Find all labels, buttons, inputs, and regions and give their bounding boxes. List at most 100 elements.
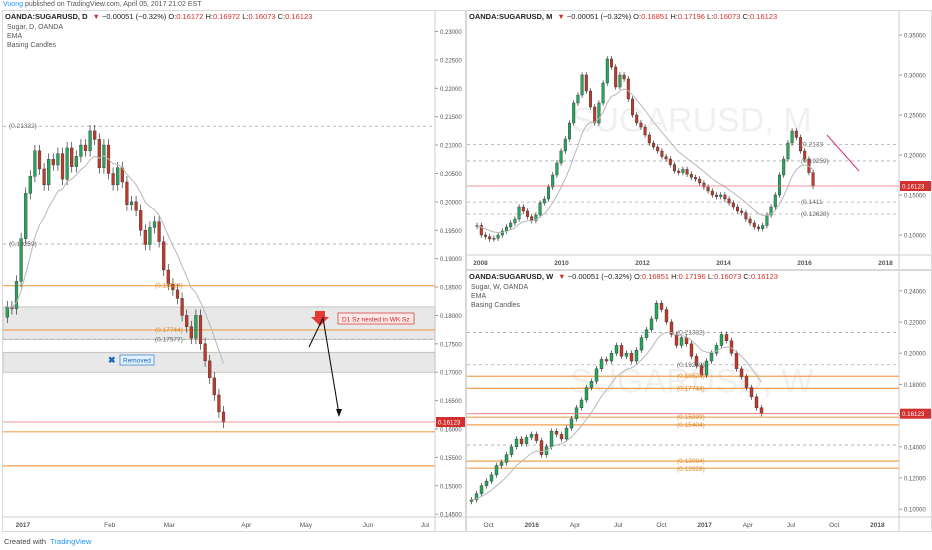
daily-chart-svg[interactable]: 0.23000 0.22500 0.22000 0.21500 0.21000 0.205…	[3, 11, 465, 531]
author-link[interactable]: Vuong	[3, 1, 23, 8]
level-label: (0.2133	[801, 141, 823, 148]
last-price-label: 0.16123	[438, 420, 461, 427]
candle	[530, 216, 534, 221]
candle	[754, 396, 759, 408]
candle	[559, 434, 564, 440]
candle	[554, 430, 559, 435]
candle	[208, 360, 212, 379]
candle	[736, 206, 740, 212]
candle	[125, 181, 129, 205]
candle	[198, 315, 203, 345]
monthly-chart-svg[interactable]: SUGARUSD, M 0.35000 0.30000 0.25000 0.20000 0…	[467, 11, 931, 269]
x-tick-label: 2017	[16, 522, 31, 529]
y-tick-label: 0.22000	[440, 87, 462, 93]
weekly-chart-panel[interactable]: SUGARUSD, W 0.24000 0.22000 0.20000 0.18000 0…	[466, 270, 932, 532]
y-tick-label: 0.25000	[904, 114, 926, 120]
candle	[166, 269, 170, 285]
tradingview-logo[interactable]: TradingView	[50, 537, 92, 546]
candle	[221, 411, 226, 423]
level-label: (0.1411	[801, 199, 823, 206]
x-tick-label: Oct	[829, 522, 839, 529]
x-tick-label: 2016	[525, 522, 540, 529]
candle	[709, 352, 714, 362]
candle	[203, 343, 207, 362]
daily-chart-panel[interactable]: 0.23000 0.22500 0.22000 0.21500 0.21000 0.205…	[2, 10, 466, 532]
y-tick-label: 0.30000	[904, 74, 926, 80]
candle	[710, 190, 714, 196]
candle	[513, 218, 517, 224]
candle	[500, 230, 504, 236]
candle	[171, 283, 175, 291]
candle	[88, 130, 92, 151]
candle	[194, 315, 198, 339]
candle	[672, 164, 676, 172]
daily-symbol-title: OANDA:SUGARUSD, D ▼ −0.00051 (−0.32%) O:0…	[5, 12, 313, 21]
x-tick-label: 2012	[635, 260, 650, 267]
candle	[175, 289, 180, 299]
candle	[484, 480, 489, 486]
candle	[504, 454, 509, 463]
candle	[143, 230, 147, 245]
x-tick-label: Jul	[421, 522, 430, 529]
candle	[529, 434, 534, 438]
candle	[719, 334, 724, 346]
x-tick-label: 2008	[473, 260, 488, 267]
note-text: D1 Sz nested in WK Sz	[342, 317, 410, 324]
candle	[120, 167, 124, 183]
candle	[714, 194, 718, 197]
candle	[521, 206, 525, 212]
candle	[734, 352, 739, 369]
weekly-chart-svg[interactable]: SUGARUSD, W 0.24000 0.22000 0.20000 0.18000 0…	[467, 271, 931, 531]
candle	[496, 234, 500, 239]
candle	[679, 337, 684, 346]
candle	[5, 306, 9, 318]
candle	[649, 318, 654, 331]
projection-path	[308, 316, 340, 415]
footer: Created with TradingView	[4, 537, 92, 546]
level-label: (0.13084)	[677, 458, 705, 465]
monthly-symbol-title: OANDA:SUGARUSD, M ▼ −0.00051 (−0.32%) O:0…	[469, 12, 778, 21]
candle	[699, 365, 704, 376]
last-price-badge	[436, 417, 465, 428]
candle	[19, 238, 23, 282]
candle	[189, 326, 193, 339]
candle	[677, 170, 681, 173]
candle	[749, 387, 754, 398]
candle	[622, 74, 626, 80]
candle	[157, 221, 161, 242]
candle	[569, 418, 574, 429]
candle	[538, 202, 542, 216]
candle	[654, 303, 659, 320]
candle	[494, 465, 499, 476]
candle	[579, 399, 584, 409]
candle	[584, 387, 589, 401]
y-tick-label: 0.15500	[440, 456, 462, 462]
candle	[14, 281, 19, 309]
y-tick-label: 0.17500	[440, 342, 462, 348]
y-tick-label: 0.16000	[440, 427, 462, 433]
candle	[782, 158, 786, 176]
candle	[634, 349, 639, 362]
y-tick-label: 0.15000	[904, 194, 926, 200]
x-tick-label: Mar	[164, 522, 176, 529]
last-price-label: 0.16123	[902, 184, 925, 191]
candle	[752, 222, 756, 228]
candle	[185, 315, 189, 327]
candle	[492, 237, 496, 240]
candle	[685, 169, 689, 175]
candle	[51, 159, 55, 166]
candle	[601, 82, 605, 104]
candle	[479, 485, 484, 494]
x-tick-label: Apr	[241, 522, 252, 529]
candle	[681, 169, 685, 173]
candle	[584, 74, 588, 92]
candle	[811, 172, 815, 187]
monthly-chart-panel[interactable]: SUGARUSD, M 0.35000 0.30000 0.25000 0.20000 0…	[466, 10, 932, 270]
candle	[93, 130, 97, 140]
candle	[212, 377, 216, 396]
y-tick-label: 0.14000	[904, 445, 926, 451]
candle	[33, 150, 37, 177]
removed-box	[119, 354, 155, 366]
x-tick-label: 2010	[554, 260, 569, 267]
x-tick-label: Jul	[787, 522, 796, 529]
